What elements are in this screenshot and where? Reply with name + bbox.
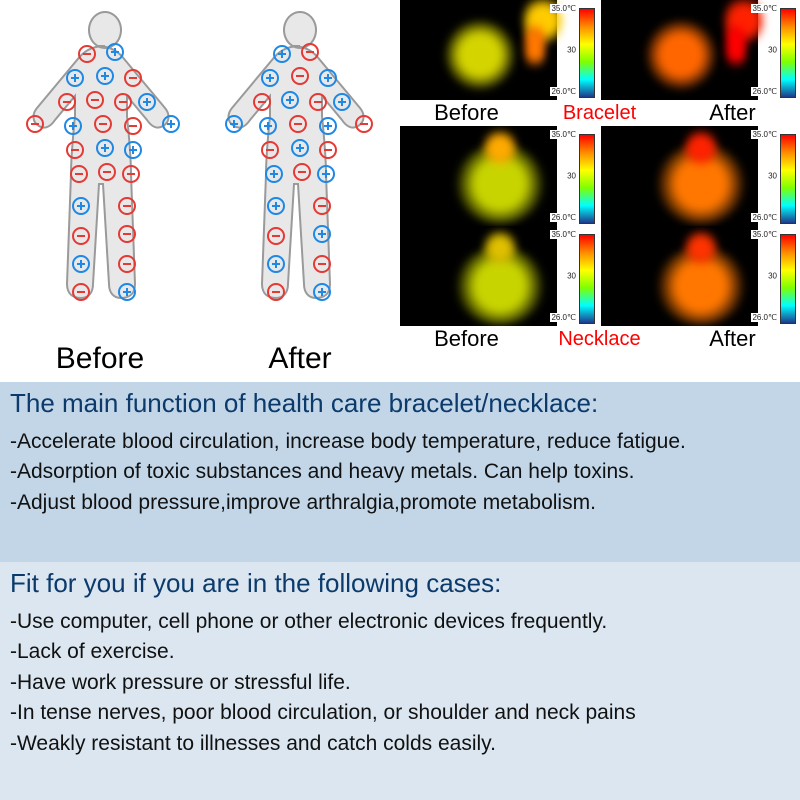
thermal-before-label: Before bbox=[400, 100, 533, 126]
thermal-section: 35.0℃3026.0℃35.0℃3026.0℃BeforeBraceletAf… bbox=[400, 0, 800, 382]
thermal-labels: BeforeNecklaceAfter bbox=[400, 326, 800, 352]
figure-after-label: After bbox=[200, 342, 400, 376]
thermal-cell: 35.0℃3026.0℃ bbox=[400, 226, 599, 326]
thermal-bracelet-label: Bracelet bbox=[533, 102, 666, 125]
thermal-cell: 35.0℃3026.0℃ bbox=[601, 226, 800, 326]
thermal-before-label: Before bbox=[400, 326, 533, 352]
thermal-cell: 35.0℃3026.0℃ bbox=[400, 126, 599, 226]
panel-fitfor: Fit for you if you are in the following … bbox=[0, 562, 800, 800]
thermal-grid: 35.0℃3026.0℃35.0℃3026.0℃BeforeBraceletAf… bbox=[400, 0, 800, 352]
fitfor-line: -Have work pressure or stressful life. bbox=[10, 668, 790, 698]
thermal-after-label: After bbox=[666, 100, 799, 126]
panel-functions: The main function of health care bracele… bbox=[0, 382, 800, 562]
functions-line: -Adsorption of toxic substances and heav… bbox=[10, 457, 790, 487]
ion-figures: Before After bbox=[0, 0, 400, 382]
thermal-cell: 35.0℃3026.0℃ bbox=[400, 0, 599, 100]
panel-fitfor-title: Fit for you if you are in the following … bbox=[10, 568, 790, 599]
top-section: Before After 35.0℃3026.0℃35.0℃3026.0℃Bef… bbox=[0, 0, 800, 382]
thermal-after-label: After bbox=[666, 326, 799, 352]
fitfor-line: -In tense nerves, poor blood circulation… bbox=[10, 698, 790, 728]
thermal-cell: 35.0℃3026.0℃ bbox=[601, 0, 800, 100]
figure-after bbox=[210, 6, 390, 326]
panel-functions-title: The main function of health care bracele… bbox=[10, 388, 790, 419]
thermal-labels: BeforeBraceletAfter bbox=[400, 100, 800, 126]
functions-line: -Accelerate blood circulation, increase … bbox=[10, 427, 790, 457]
functions-line: -Adjust blood pressure,improve arthralgi… bbox=[10, 488, 790, 518]
fitfor-line: -Weakly resistant to illnesses and catch… bbox=[10, 729, 790, 759]
thermal-cell: 35.0℃3026.0℃ bbox=[601, 126, 800, 226]
figure-before bbox=[15, 6, 195, 326]
figure-before-label: Before bbox=[0, 342, 200, 376]
thermal-necklace-label: Necklace bbox=[533, 328, 666, 351]
fitfor-line: -Use computer, cell phone or other elect… bbox=[10, 607, 790, 637]
fitfor-line: -Lack of exercise. bbox=[10, 637, 790, 667]
